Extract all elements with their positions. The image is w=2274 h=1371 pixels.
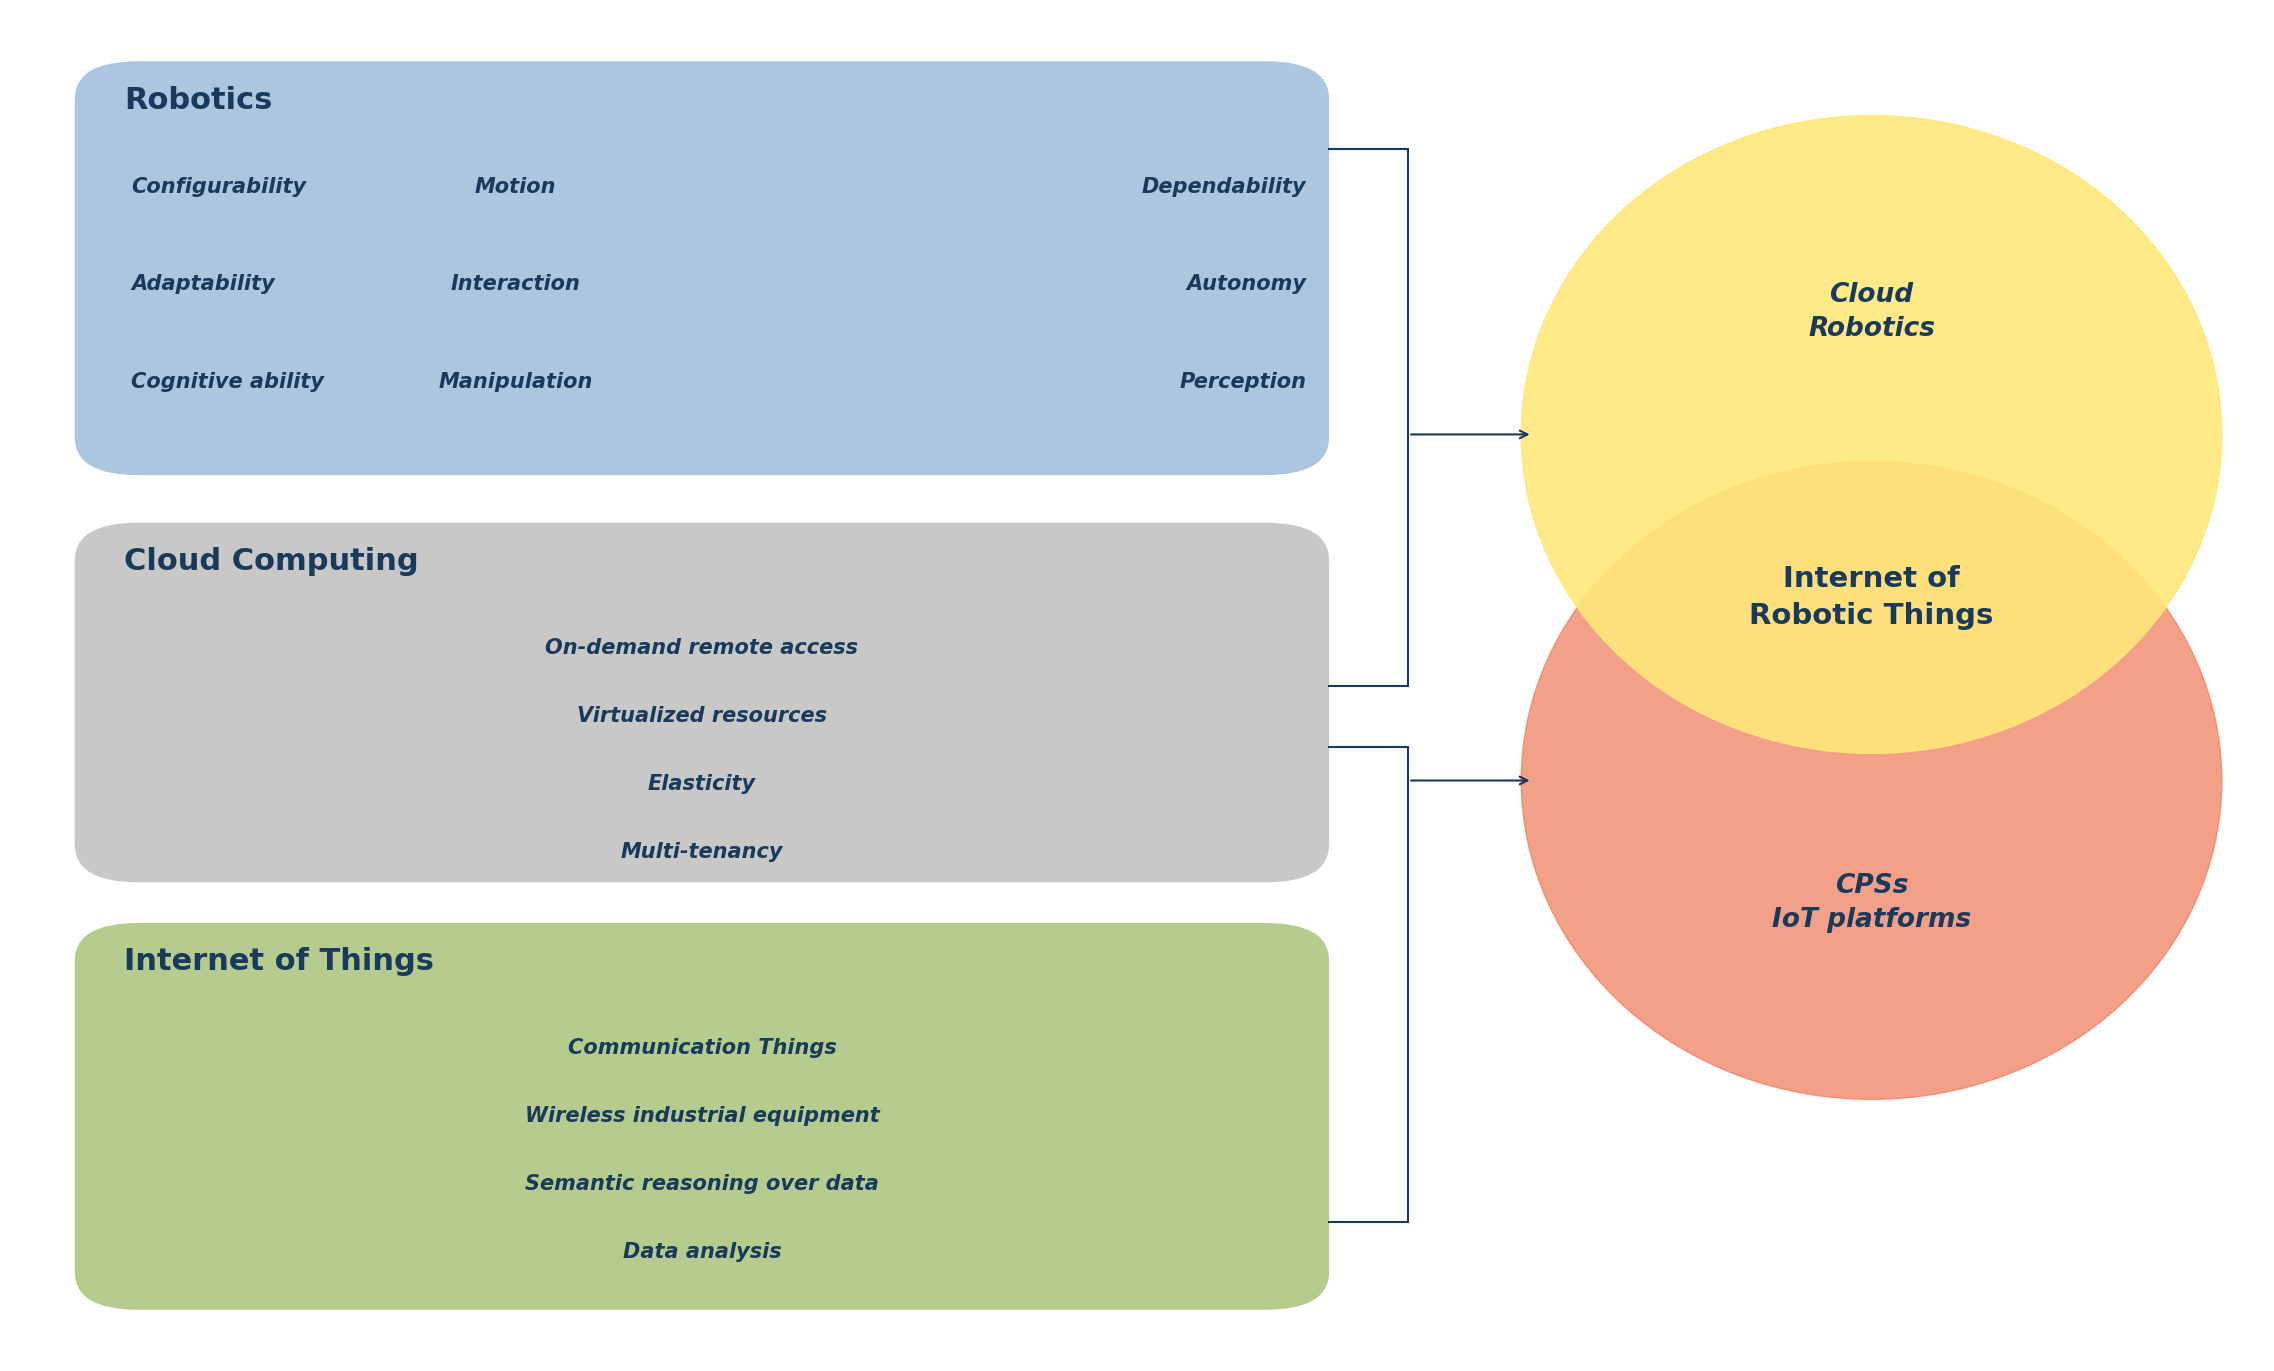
Text: Robotics: Robotics (125, 85, 273, 115)
FancyBboxPatch shape (75, 522, 1328, 883)
Text: Wireless industrial equipment: Wireless industrial equipment (525, 1106, 880, 1126)
Text: Cloud Computing: Cloud Computing (125, 547, 418, 576)
Text: CPSs
IoT platforms: CPSs IoT platforms (1771, 872, 1972, 932)
Text: On-demand remote access: On-demand remote access (546, 638, 857, 658)
Text: Communication Things: Communication Things (568, 1038, 837, 1058)
Text: Elasticity: Elasticity (648, 773, 755, 794)
Text: Perception: Perception (1180, 372, 1308, 392)
Text: Adaptability: Adaptability (132, 274, 275, 295)
Text: Cognitive ability: Cognitive ability (132, 372, 325, 392)
Text: Semantic reasoning over data: Semantic reasoning over data (525, 1174, 878, 1194)
Text: Manipulation: Manipulation (439, 372, 594, 392)
Text: Virtualized resources: Virtualized resources (578, 706, 828, 725)
FancyBboxPatch shape (75, 923, 1328, 1309)
Text: Cloud
Robotics: Cloud Robotics (1808, 282, 1935, 343)
Text: Interaction: Interaction (450, 274, 580, 295)
Text: Dependability: Dependability (1142, 177, 1308, 196)
Ellipse shape (1521, 462, 2222, 1100)
Text: Autonomy: Autonomy (1187, 274, 1308, 295)
Text: Configurability: Configurability (132, 177, 307, 196)
Text: Internet of
Robotic Things: Internet of Robotic Things (1749, 565, 1994, 629)
Ellipse shape (1521, 115, 2222, 753)
FancyBboxPatch shape (75, 62, 1328, 476)
Text: Multi-tenancy: Multi-tenancy (621, 842, 782, 861)
Text: Motion: Motion (475, 177, 557, 196)
Text: Internet of Things: Internet of Things (125, 947, 434, 976)
Text: Data analysis: Data analysis (623, 1242, 782, 1261)
